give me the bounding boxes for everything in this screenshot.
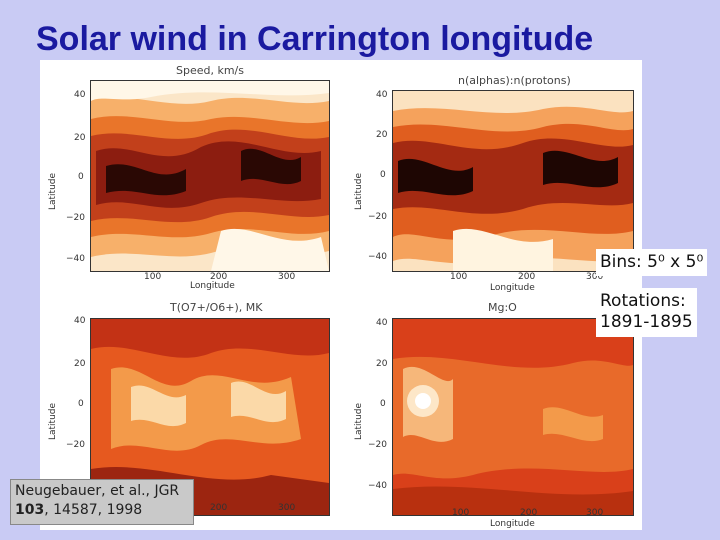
rotations-value: 1891-1895 [600, 312, 693, 333]
ylabel-oxygen-temperature: Latitude [48, 402, 58, 440]
panel-title: T(O7+/O6+), MK [170, 301, 263, 314]
ytick: −20 [368, 440, 387, 450]
xtick: 300 [586, 508, 604, 518]
mg-o-contour-map [392, 318, 634, 516]
xtick: 100 [144, 272, 162, 282]
ytick: 0 [78, 399, 84, 409]
citation-line1: Neugebauer, et al., JGR [15, 483, 180, 499]
xlabel-speed: Longitude [190, 281, 235, 291]
panel-mg-o: Mg:O [340, 298, 642, 530]
ylabel-speed: Latitude [48, 172, 58, 210]
rotations-label: Rotations: [600, 291, 686, 311]
alpha-proton-contour-map [392, 90, 634, 272]
xtick: 100 [452, 508, 470, 518]
ytick: 20 [376, 359, 388, 369]
oxygen-temperature-contour-map [90, 318, 330, 516]
ylabel-mg-o: Latitude [354, 402, 364, 440]
bins-callout: Bins: 5⁰ x 5⁰ [596, 249, 708, 277]
citation-box: Neugebauer, et al., JGR 103, 14587, 1998 [10, 479, 194, 525]
citation-rest: , 14587, 1998 [44, 501, 143, 518]
xtick: 300 [278, 503, 296, 513]
ytick: 0 [78, 172, 84, 182]
xtick: 300 [278, 272, 296, 282]
ytick: −20 [66, 213, 85, 223]
panel-title: Speed, km/s [176, 64, 244, 77]
panel-speed: Speed, km/s [40, 60, 340, 295]
ytick: −40 [66, 254, 85, 264]
ytick: −20 [368, 212, 387, 222]
panel-title: Mg:O [488, 301, 517, 314]
xtick: 100 [450, 272, 468, 282]
panel-title: n(alphas):n(protons) [458, 74, 571, 87]
ytick: 20 [74, 359, 86, 369]
ylabel-alpha-proton: Latitude [354, 172, 364, 210]
ytick: −40 [368, 252, 387, 262]
xtick: 200 [210, 272, 228, 282]
ytick: 40 [376, 318, 388, 328]
xtick: 200 [518, 272, 536, 282]
panel-oxygen-temperature: T(O7+/O6+), MK [40, 298, 340, 530]
ytick: 40 [376, 90, 388, 100]
ytick: 40 [74, 90, 86, 100]
citation-line2: 103, 14587, 1998 [15, 501, 189, 520]
citation-volume: 103 [15, 501, 45, 518]
ytick: 20 [74, 133, 86, 143]
ytick: −20 [66, 440, 85, 450]
xtick: 200 [520, 508, 538, 518]
xtick: 200 [210, 503, 228, 513]
ytick: 0 [380, 399, 386, 409]
rotations-callout: Rotations: 1891-1895 [596, 288, 697, 337]
contour-figure: Speed, km/s n(alphas):n(protons) [40, 60, 642, 530]
slide-title: Solar wind in Carrington longitude [36, 20, 594, 58]
ytick: 20 [376, 130, 388, 140]
ytick: −40 [368, 481, 387, 491]
ytick: 40 [74, 316, 86, 326]
xlabel-alpha-proton: Longitude [490, 283, 535, 293]
xlabel-mg-o: Longitude [490, 519, 535, 529]
speed-contour-map [90, 80, 330, 272]
xtick: 300 [586, 272, 604, 282]
panel-alpha-proton: n(alphas):n(protons) [340, 60, 642, 295]
ytick: 0 [380, 170, 386, 180]
